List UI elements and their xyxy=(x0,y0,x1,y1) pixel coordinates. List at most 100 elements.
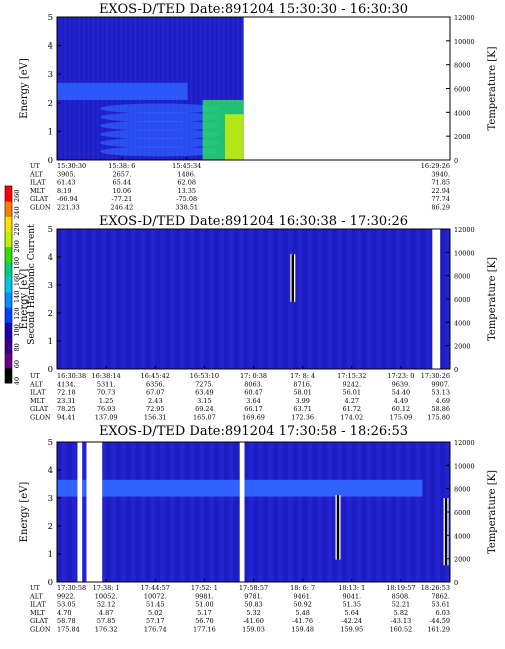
ephemeris-value: 176.74 xyxy=(144,626,167,634)
spike xyxy=(336,495,340,560)
y-tick-label: 5 xyxy=(48,438,53,448)
y-tick-label: 2 xyxy=(48,522,53,532)
panel-title: EXOS-D/TED Date:891204 17:30:58 - 18:26:… xyxy=(99,424,408,439)
peak-flux-region xyxy=(225,114,244,160)
texture-stripe xyxy=(201,17,205,160)
texture-stripe xyxy=(206,17,209,160)
y-tick-label: 2 xyxy=(48,309,53,319)
y2-tick-label: 10000 xyxy=(454,249,475,257)
energy-fringe xyxy=(99,137,220,148)
ephemeris-label: ALT xyxy=(29,592,43,600)
ephemeris-value: 4.27 xyxy=(345,397,359,405)
texture-stripe xyxy=(410,229,416,369)
texture-stripe xyxy=(243,442,249,582)
ephemeris-value: 56.70 xyxy=(195,617,214,625)
ephemeris-value: 54.40 xyxy=(392,389,411,397)
ephemeris-value: 159.95 xyxy=(340,626,363,634)
ephemeris-value: 53.13 xyxy=(431,389,450,397)
colorbar: 40 60 80 100 120 140 160 180 200 220 240 260 Second … xyxy=(4,185,37,385)
ephemeris-label: GLAT xyxy=(30,195,49,203)
y2-tick-label: 0 xyxy=(454,366,458,374)
texture-stripe xyxy=(341,229,347,369)
colorbar-tick-label: 160 xyxy=(13,274,21,286)
texture-stripe xyxy=(204,442,210,582)
ephemeris-value: 3.99 xyxy=(295,397,309,405)
texture-stripe xyxy=(187,17,191,160)
ephemeris-value: -66.94 xyxy=(57,195,78,203)
texture-stripe xyxy=(381,442,387,582)
ephemeris-value: 18: 6: 7 xyxy=(290,584,315,592)
y-tick-label: 3 xyxy=(48,70,53,80)
ephemeris-value: 3.64 xyxy=(246,397,260,405)
texture-stripe xyxy=(273,229,279,369)
y2-axis-label: Temperature [K] xyxy=(487,470,498,554)
texture-stripe xyxy=(322,442,328,582)
y-tick-label: 4 xyxy=(48,42,53,52)
colorbar-segment xyxy=(5,216,12,232)
y2-tick-label: 4000 xyxy=(454,532,471,540)
ephemeris-value: 17: 8: 4 xyxy=(290,372,315,380)
energy-fringe xyxy=(99,120,220,131)
ephemeris-value: 17:44:57 xyxy=(141,584,170,592)
ephemeris-value: 175.09 xyxy=(390,414,413,422)
texture-stripe xyxy=(430,442,436,582)
ephemeris-value: 65.44 xyxy=(113,179,132,187)
ephemeris-value: 10072. xyxy=(144,592,167,600)
ephemeris-value: 60.47 xyxy=(244,389,263,397)
colorbar-tick-label: 220 xyxy=(13,223,21,235)
ephemeris-value: 71.85 xyxy=(431,179,450,187)
spike xyxy=(444,498,448,566)
texture-stripe xyxy=(106,442,112,582)
ephemeris-value: 10.06 xyxy=(113,187,132,195)
ephemeris-value: 17:15:32 xyxy=(337,372,366,380)
texture-stripe xyxy=(243,229,249,369)
energy-fringe xyxy=(99,146,220,157)
texture-stripe xyxy=(204,229,210,369)
ephemeris-value: 9461. xyxy=(293,592,312,600)
y2-tick-label: 0 xyxy=(454,157,458,165)
energy-fringe xyxy=(99,103,220,114)
ephemeris-value: 17:38: 1 xyxy=(93,584,120,592)
ephemeris-value: 15:45:34 xyxy=(172,162,201,170)
texture-stripe xyxy=(66,229,72,369)
y-tick-label: 2 xyxy=(48,99,53,109)
texture-stripe xyxy=(225,17,228,160)
ephemeris-value: 53.05 xyxy=(57,601,76,609)
ephemeris-value: 72.95 xyxy=(146,405,165,413)
texture-stripe xyxy=(57,229,62,369)
texture-stripe xyxy=(391,229,396,369)
y-tick-label: 4 xyxy=(48,253,53,263)
texture-stripe xyxy=(215,17,219,160)
panel-3: EXOS-D/TED Date:891204 17:30:58 - 18:26:… xyxy=(19,424,498,634)
texture-stripe xyxy=(361,229,367,369)
texture-stripe xyxy=(155,229,161,369)
ephemeris-value: 56.01 xyxy=(342,389,361,397)
ephemeris-label: ALT xyxy=(29,380,43,388)
y-tick-label: 1 xyxy=(48,550,53,560)
colorbar-tick-label: 80 xyxy=(13,343,21,351)
ephemeris-value: 17:30:58 xyxy=(57,584,86,592)
colorbar-segment xyxy=(5,292,12,308)
y2-tick-label: 8000 xyxy=(454,486,471,494)
ephemeris-value: 62.08 xyxy=(177,179,196,187)
ephemeris-value: 5.02 xyxy=(148,609,162,617)
ephemeris-value: 174.02 xyxy=(340,414,363,422)
texture-stripe xyxy=(96,229,102,369)
ephemeris-value: 53.61 xyxy=(431,601,450,609)
ephemeris-label: GLAT xyxy=(30,405,49,413)
y-tick-label: 0 xyxy=(48,578,53,588)
texture-stripe xyxy=(214,442,220,582)
ephemeris-value: 17:30:26 xyxy=(421,372,450,380)
ephemeris-value: -41.60 xyxy=(243,617,264,625)
ephemeris-value: 3940. xyxy=(431,170,450,178)
ephemeris-value: 63.71 xyxy=(293,405,312,413)
ephemeris-value: 159.48 xyxy=(291,626,314,634)
ephemeris-value: 22.94 xyxy=(431,187,450,195)
ephemeris-value: 169.69 xyxy=(242,414,265,422)
ephemeris-value: 50.83 xyxy=(244,601,263,609)
texture-stripe xyxy=(220,17,223,160)
ephemeris-value: 57.85 xyxy=(97,617,116,625)
texture-stripe xyxy=(263,229,269,369)
ephemeris-value: -41.76 xyxy=(292,617,313,625)
texture-stripe xyxy=(233,442,239,582)
